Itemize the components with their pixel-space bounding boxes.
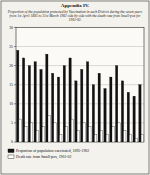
bar — [36, 131, 38, 142]
bar — [115, 66, 117, 142]
legend-swatch — [8, 155, 14, 159]
tick — [14, 142, 16, 143]
bar — [65, 127, 67, 142]
tick-label: 25 — [9, 45, 13, 49]
bar — [86, 62, 88, 142]
bar — [81, 69, 83, 142]
bar — [83, 123, 85, 142]
subtitle-line: 1901-02. — [69, 18, 82, 22]
bar — [110, 77, 112, 142]
bars — [17, 50, 144, 142]
tick-label: 5 — [11, 121, 13, 125]
bar — [25, 127, 27, 142]
bar — [118, 123, 120, 142]
bar — [71, 119, 73, 142]
plot-frame — [16, 27, 144, 142]
bar — [19, 119, 21, 142]
bar — [42, 127, 44, 142]
tick — [14, 122, 16, 123]
bar — [46, 54, 48, 142]
bar — [17, 50, 19, 142]
legend-label: Proportion of population vaccinated, 189… — [16, 149, 89, 154]
grid-line — [16, 27, 144, 28]
bar — [104, 89, 106, 142]
bar — [106, 134, 108, 142]
bar — [48, 115, 50, 142]
chart: Appendix IV. Proportion of the population… — [0, 0, 150, 175]
bar — [127, 92, 129, 142]
bar — [98, 73, 100, 142]
bar — [135, 138, 137, 142]
bar — [28, 66, 30, 142]
bar — [133, 96, 135, 142]
bar — [129, 134, 131, 142]
bar — [121, 81, 123, 142]
bar — [63, 66, 65, 142]
bar — [95, 134, 97, 142]
legend-swatch — [8, 149, 14, 153]
bar — [75, 81, 77, 142]
bar — [40, 69, 42, 142]
tick-label: 15 — [9, 83, 13, 87]
bar — [112, 127, 114, 142]
bar — [92, 85, 94, 142]
tick — [14, 27, 16, 28]
tick — [14, 65, 16, 66]
title: Appendix IV. — [61, 3, 90, 8]
bar — [51, 73, 53, 142]
bar — [54, 123, 56, 142]
tick — [14, 103, 16, 104]
bar — [77, 131, 79, 142]
bar — [69, 58, 71, 142]
bar — [31, 123, 33, 142]
tick-label: 30 — [9, 26, 13, 30]
bar — [124, 131, 126, 142]
legend-label: Death rate from Small-pox, 1901-02 — [16, 155, 71, 160]
bar — [100, 131, 102, 142]
bar — [60, 134, 62, 142]
subtitle: Proportion of the population protected b… — [7, 10, 143, 22]
bar — [34, 62, 36, 142]
tick-label: 10 — [9, 102, 13, 106]
bar — [22, 58, 24, 142]
bar — [57, 77, 59, 142]
tick-label: 0 — [11, 140, 13, 144]
tick — [14, 46, 16, 47]
bar — [141, 134, 143, 142]
frame — [1, 1, 149, 174]
grid-line — [16, 46, 144, 47]
tick-label: 20 — [9, 64, 13, 68]
bar — [139, 85, 141, 142]
tick — [14, 84, 16, 85]
bar — [89, 127, 91, 142]
